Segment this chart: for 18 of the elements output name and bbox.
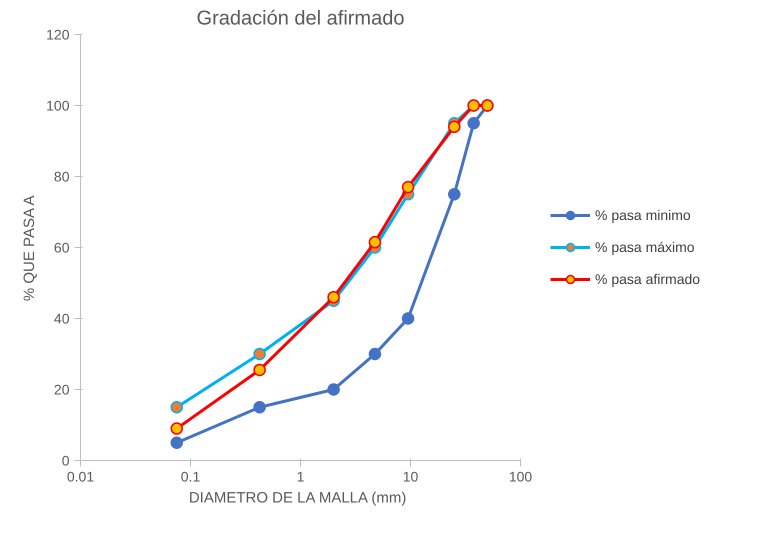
y-tick-label: 120 bbox=[46, 26, 70, 42]
y-tick-label: 40 bbox=[54, 310, 70, 326]
y-tick-label: 0 bbox=[62, 452, 70, 468]
y-tick-label: 60 bbox=[54, 240, 70, 256]
legend-label: % pasa minimo bbox=[595, 207, 691, 223]
x-tick-label: 0.1 bbox=[180, 468, 200, 484]
y-tick-label: 80 bbox=[54, 168, 70, 184]
y-tick-label: 20 bbox=[54, 382, 70, 398]
x-axis-title: DIAMETRO DE LA MALLA (mm) bbox=[188, 490, 406, 506]
y-tick-label: 100 bbox=[46, 98, 70, 114]
y-axis-title: % QUE PASA A bbox=[21, 196, 38, 302]
x-tick-label: 100 bbox=[508, 468, 532, 484]
x-tick-label: 10 bbox=[402, 468, 418, 484]
chart-title: Gradación del afirmado bbox=[196, 8, 404, 30]
legend-label: % pasa afirmado bbox=[595, 271, 700, 287]
x-tick-label: 1 bbox=[296, 468, 305, 484]
x-tick-label: 0.01 bbox=[66, 468, 94, 484]
legend-label: % pasa máximo bbox=[595, 239, 695, 255]
